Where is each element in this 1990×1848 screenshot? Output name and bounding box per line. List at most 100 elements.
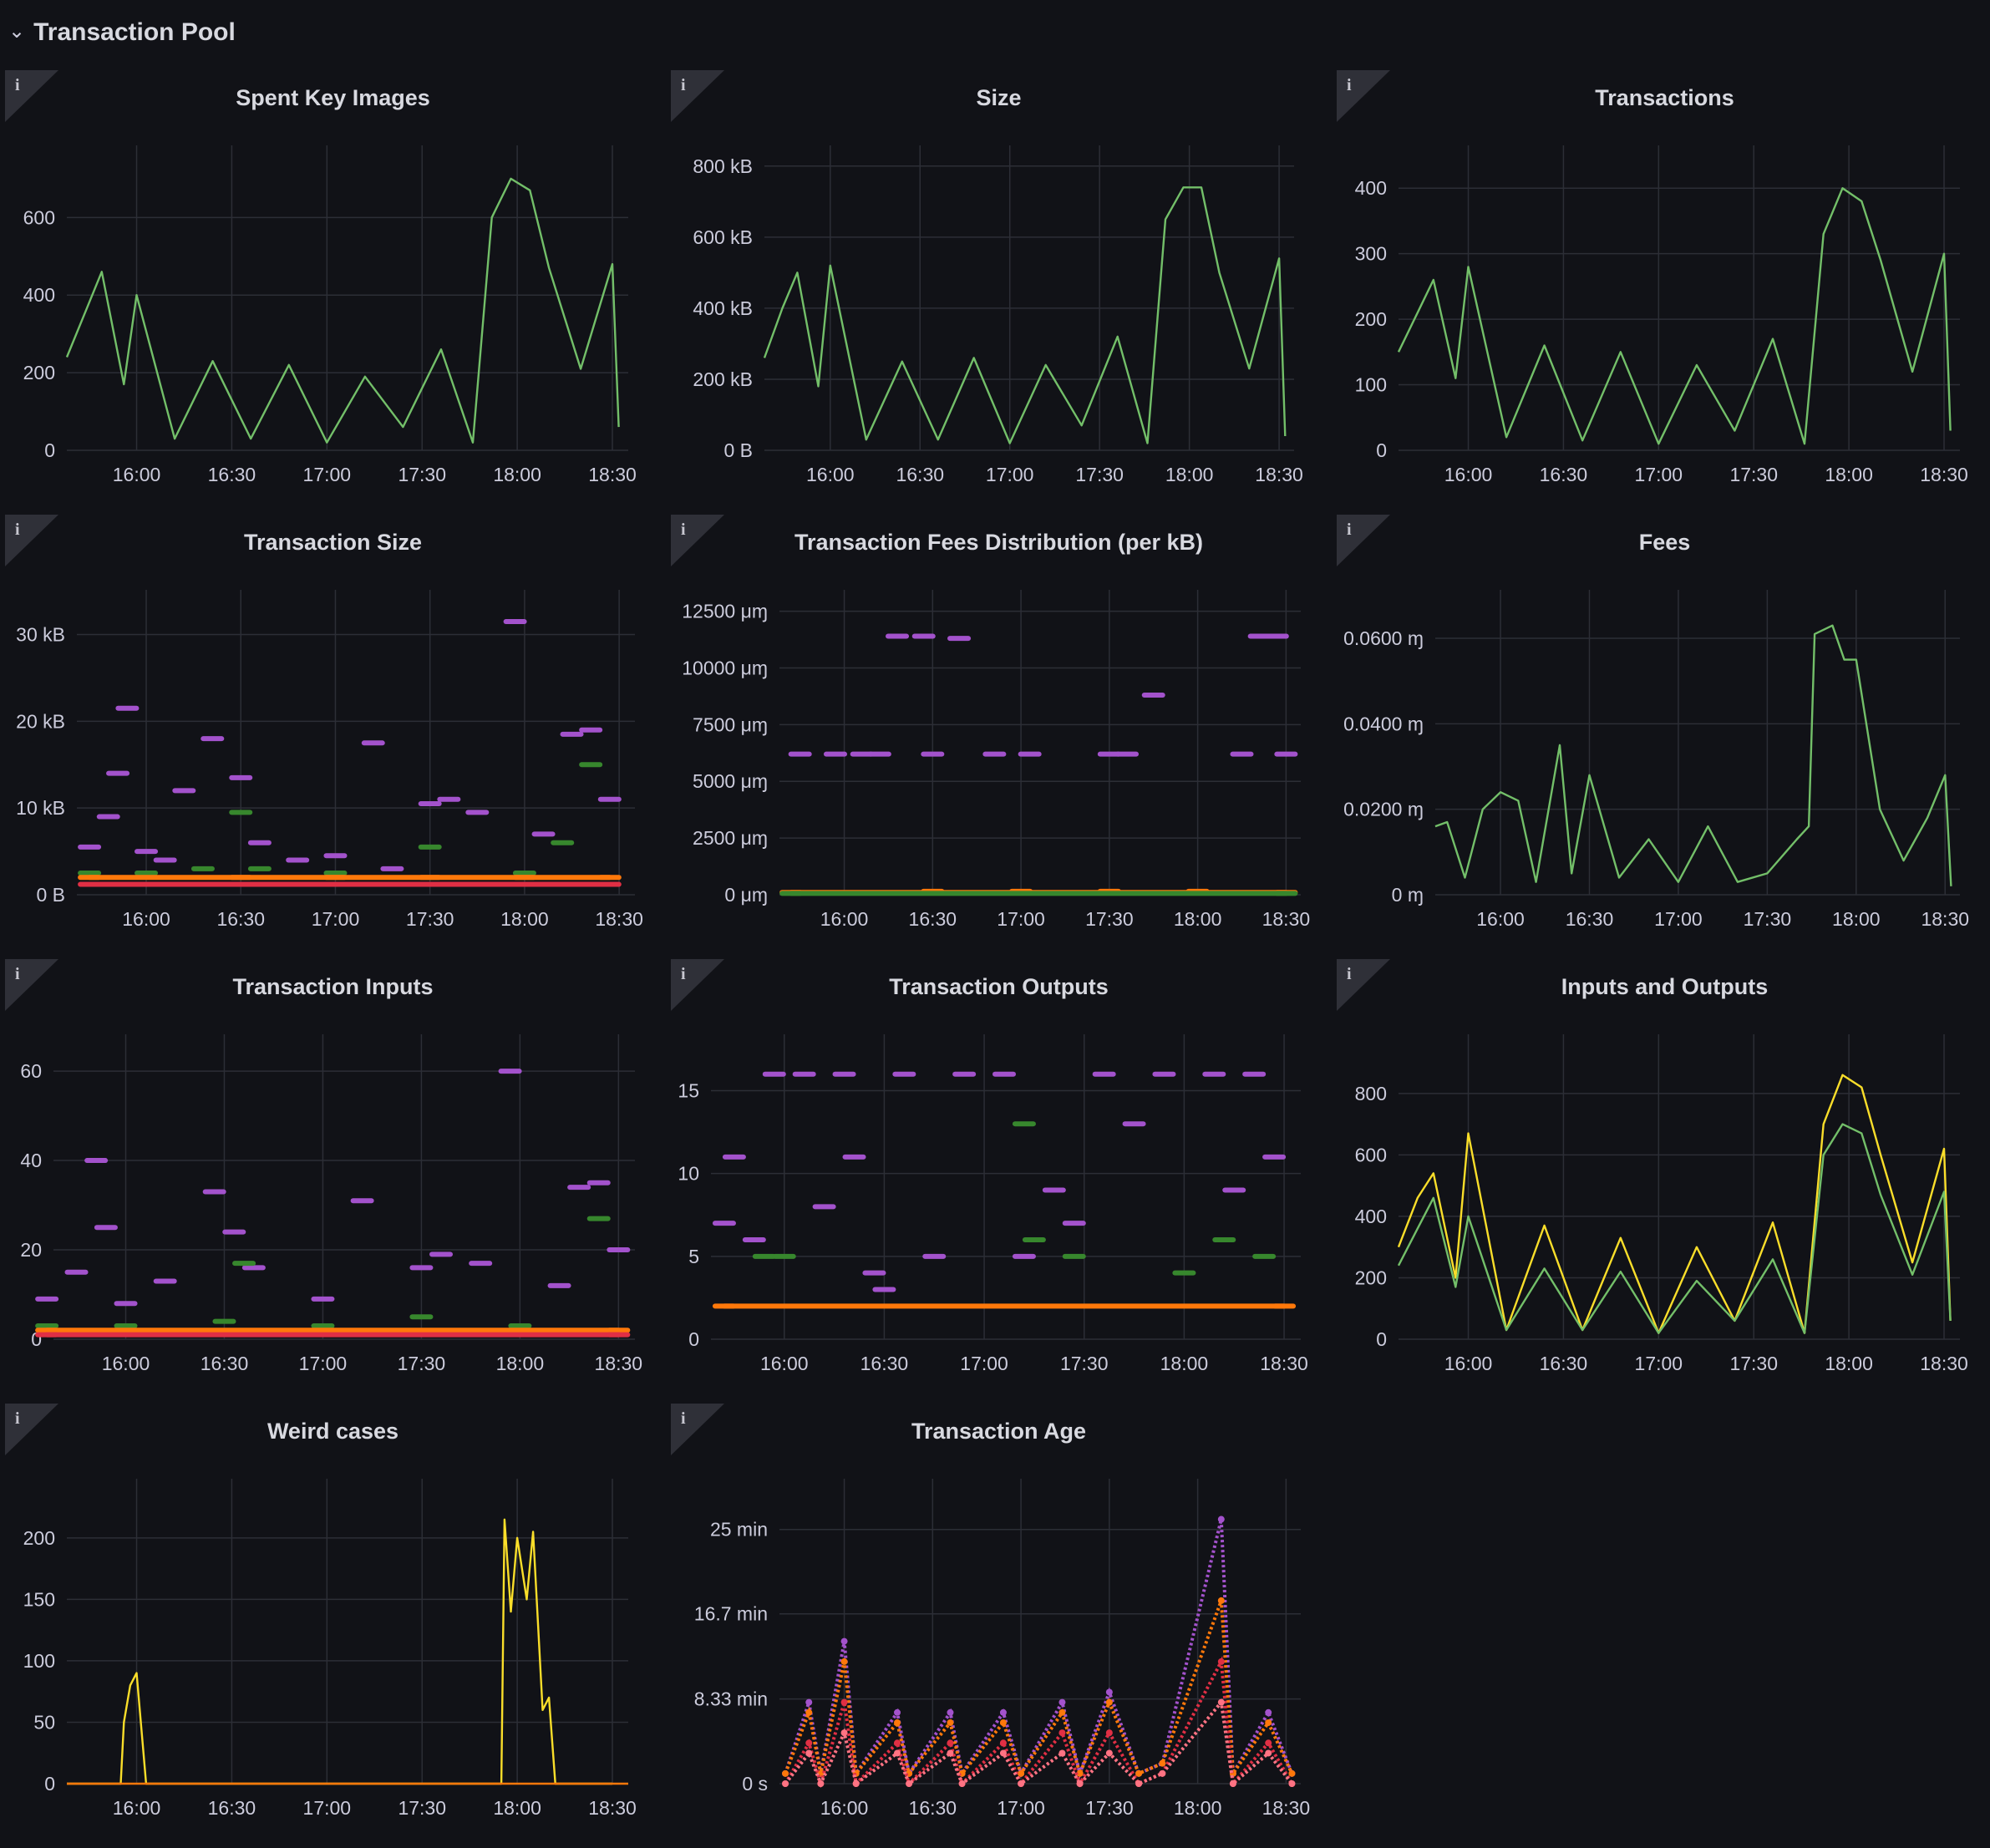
data-point-p90 (947, 1719, 953, 1726)
scatter-point-max (548, 1283, 571, 1288)
y-tick-label: 0 B (36, 884, 65, 906)
scatter-point-max (222, 1230, 246, 1235)
data-point-max (894, 1709, 901, 1716)
scatter-point-p90 (232, 1261, 256, 1266)
scatter-point-max (135, 849, 158, 854)
data-point-max (805, 1699, 812, 1706)
y-tick-label: 600 kB (693, 226, 753, 248)
x-tick-label: 16:30 (201, 1353, 249, 1374)
y-tick-label: 25 min (710, 1519, 768, 1541)
x-tick-label: 16:00 (806, 464, 855, 485)
x-tick-label: 18:30 (1260, 1353, 1308, 1374)
scatter-point-p90 (323, 871, 347, 876)
scatter-point-p90 (212, 1319, 236, 1324)
data-point-min (1058, 1749, 1065, 1756)
x-tick-label: 18:30 (588, 1797, 637, 1819)
series-line-weird (67, 1520, 612, 1784)
y-tick-label: 12500 μɱ (682, 601, 768, 622)
scatter-point-p90 (1212, 1237, 1236, 1242)
x-tick-label: 18:30 (595, 908, 643, 930)
x-tick-label: 18:30 (588, 464, 637, 485)
scatter-point-max (84, 1158, 108, 1163)
data-point-min (1288, 1780, 1295, 1787)
scatter-point-max (561, 732, 584, 737)
y-tick-label: 300 (1355, 243, 1387, 265)
x-tick-label: 18:30 (1920, 1353, 1968, 1374)
x-tick-label: 17:30 (1085, 1797, 1134, 1819)
scatter-point-max (947, 636, 971, 641)
scatter-point-max (1222, 1188, 1246, 1193)
x-tick-label: 17:00 (1635, 464, 1683, 485)
scatter-point-max (743, 1237, 766, 1242)
x-tick-label: 16:30 (208, 464, 256, 485)
data-point-min (1135, 1780, 1142, 1787)
scatter-point-median (323, 875, 347, 880)
scatter-point-max (499, 1069, 522, 1074)
x-tick-label: 18:30 (1262, 1797, 1311, 1819)
scatter-point-p90 (1013, 1121, 1036, 1126)
x-tick-label: 17:00 (986, 464, 1034, 485)
y-tick-label: 60 (20, 1060, 42, 1082)
y-tick-label: 100 (23, 1650, 55, 1672)
row-header[interactable]: ⌄ Transaction Pool (8, 12, 236, 53)
y-tick-label: 0 (1376, 439, 1387, 461)
y-tick-label: 400 kB (693, 297, 753, 319)
scatter-point-max (872, 1287, 896, 1292)
scatter-point-min (78, 882, 101, 887)
scatter-point-median (419, 875, 442, 880)
scatter-point-max (201, 736, 224, 741)
data-point-min (1218, 1699, 1225, 1706)
scatter-point-max (1242, 1072, 1266, 1077)
y-tick-label: 2500 μɱ (693, 827, 768, 849)
scatter-point-median (713, 1303, 736, 1308)
y-tick-label: 50 (33, 1711, 55, 1733)
scatter-point-p90 (579, 762, 602, 767)
scatter-point-min (35, 1333, 58, 1338)
scatter-point-max (1063, 1221, 1086, 1226)
scatter-point-p90 (248, 866, 272, 871)
x-tick-label: 16:00 (820, 908, 869, 930)
x-tick-label: 18:30 (1920, 464, 1968, 485)
y-tick-label: 0 ɱ (1392, 884, 1424, 906)
x-tick-label: 18:00 (1825, 1353, 1873, 1374)
data-point-min (841, 1729, 848, 1736)
scatter-point-max (1274, 752, 1297, 757)
scatter-point-max (154, 1278, 177, 1283)
scatter-point-p90 (78, 871, 101, 876)
scatter-point-max (504, 619, 527, 624)
scatter-point-max (793, 1072, 816, 1077)
scatter-point-max (868, 752, 891, 757)
scatter-point-p90 (311, 1323, 334, 1328)
x-tick-label: 17:30 (398, 464, 446, 485)
y-tick-label: 0 (44, 439, 55, 461)
data-point-p90 (841, 1658, 848, 1665)
series-dots-median (785, 1662, 1292, 1784)
scatter-point-max (115, 706, 139, 711)
scatter-point-max (229, 775, 252, 780)
scatter-point-max (789, 752, 812, 757)
scatter-point-max (1093, 1072, 1116, 1077)
scatter-point-max (1018, 752, 1042, 757)
scatter-point-p90 (409, 1314, 433, 1319)
scatter-point-p90 (551, 840, 574, 845)
x-tick-label: 17:30 (406, 908, 454, 930)
x-tick-label: 16:30 (1540, 1353, 1588, 1374)
x-tick-label: 16:30 (216, 908, 265, 930)
scatter-point-min (598, 882, 622, 887)
x-tick-label: 17:30 (1060, 1353, 1109, 1374)
y-tick-label: 200 (23, 362, 55, 383)
data-point-min (1265, 1749, 1272, 1756)
x-tick-label: 17:30 (1744, 908, 1792, 930)
